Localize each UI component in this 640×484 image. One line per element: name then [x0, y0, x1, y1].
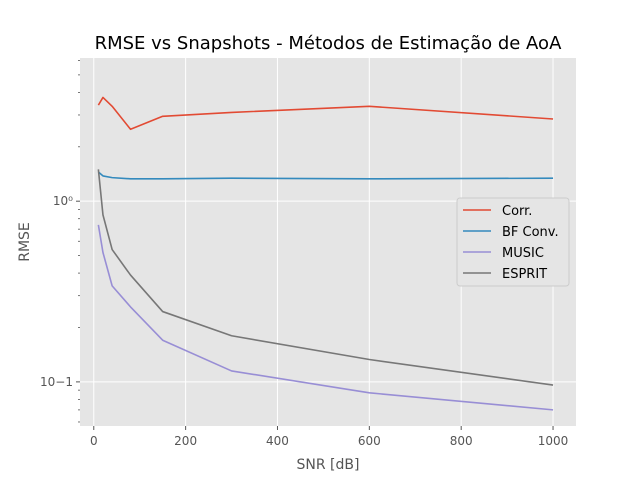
legend-label: ESPRIT: [502, 267, 547, 282]
x-tick-label: 0: [90, 434, 98, 448]
series-line-music: [97, 224, 554, 411]
series-line-bf-conv: [97, 171, 554, 180]
axis-ticks: 0 200 400 600 800 1000 10−1 10⁰: [40, 60, 569, 448]
x-tick-label: 800: [450, 434, 473, 448]
series-line-esprit: [97, 169, 554, 386]
x-tick-label: 200: [174, 434, 197, 448]
series-line-corr: [97, 96, 554, 131]
x-tick-label: 1000: [538, 434, 569, 448]
legend-label: MUSIC: [502, 246, 544, 261]
y-axis-label: RMSE: [17, 222, 33, 262]
y-tick-label: 10⁰: [53, 194, 73, 208]
x-tick-label: 600: [358, 434, 381, 448]
chart-title: RMSE vs Snapshots - Métodos de Estimação…: [95, 33, 562, 54]
legend-box: [456, 197, 570, 287]
series-lines: [97, 96, 554, 411]
y-tick-label: 10−1: [40, 375, 73, 389]
legend-label: BF Conv.: [502, 225, 559, 240]
x-axis-label: SNR [dB]: [297, 457, 360, 473]
legend: Corr. BF Conv. MUSIC ESPRIT: [456, 197, 570, 287]
legend-label: Corr.: [502, 204, 532, 219]
x-tick-label: 400: [266, 434, 289, 448]
